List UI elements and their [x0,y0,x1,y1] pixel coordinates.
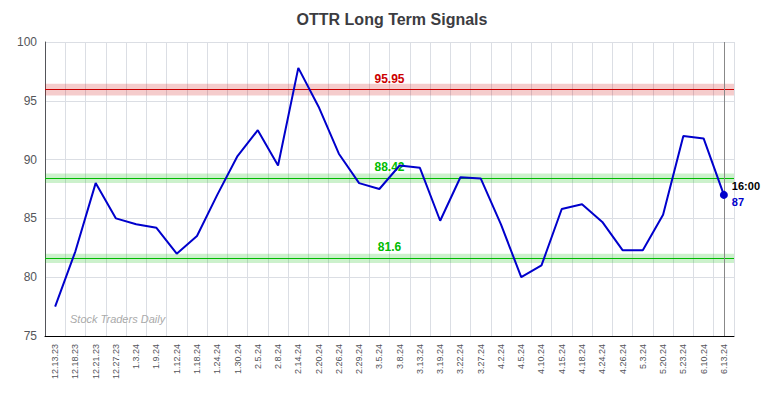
svg-text:95: 95 [24,94,38,108]
svg-text:OTTR Long Term Signals: OTTR Long Term Signals [297,11,488,28]
svg-text:1.9.24: 1.9.24 [151,344,161,369]
svg-text:Stock Traders Daily: Stock Traders Daily [70,313,167,325]
svg-text:90: 90 [24,153,38,167]
svg-text:2.29.24: 2.29.24 [354,344,364,374]
svg-text:85: 85 [24,211,38,225]
svg-text:87: 87 [732,196,744,208]
svg-text:12.18.23: 12.18.23 [70,344,80,379]
svg-text:1.3.24: 1.3.24 [131,344,141,369]
svg-text:81.6: 81.6 [378,240,402,254]
svg-text:6.10.24: 6.10.24 [699,344,709,374]
svg-text:1.12.24: 1.12.24 [172,344,182,374]
svg-text:4.10.24: 4.10.24 [536,344,546,374]
svg-text:2.20.24: 2.20.24 [314,344,324,374]
svg-text:4.2.24: 4.2.24 [496,344,506,369]
svg-text:12.27.23: 12.27.23 [111,344,121,379]
svg-text:4.15.24: 4.15.24 [557,344,567,374]
svg-text:2.5.24: 2.5.24 [253,344,263,369]
svg-text:3.19.24: 3.19.24 [435,344,445,374]
svg-text:4.18.24: 4.18.24 [577,344,587,374]
svg-text:4.24.24: 4.24.24 [597,344,607,374]
svg-text:6.13.24: 6.13.24 [719,344,729,374]
svg-text:1.30.24: 1.30.24 [233,344,243,374]
svg-text:1.24.24: 1.24.24 [212,344,222,374]
svg-text:75: 75 [24,329,38,343]
svg-text:88.42: 88.42 [374,160,404,174]
svg-text:95.95: 95.95 [374,72,404,86]
svg-text:4.5.24: 4.5.24 [516,344,526,369]
svg-text:3.8.24: 3.8.24 [395,344,405,369]
svg-text:2.8.24: 2.8.24 [273,344,283,369]
svg-text:3.27.24: 3.27.24 [476,344,486,374]
svg-text:3.13.24: 3.13.24 [415,344,425,374]
svg-text:3.22.24: 3.22.24 [455,344,465,374]
svg-text:2.26.24: 2.26.24 [334,344,344,374]
svg-text:12.13.23: 12.13.23 [50,344,60,379]
svg-text:100: 100 [17,35,37,49]
svg-text:5.23.24: 5.23.24 [678,344,688,374]
svg-text:16:00: 16:00 [732,180,760,192]
svg-text:2.14.24: 2.14.24 [293,344,303,374]
svg-text:5.20.24: 5.20.24 [658,344,668,374]
svg-text:12.21.23: 12.21.23 [91,344,101,379]
svg-text:5.3.24: 5.3.24 [638,344,648,369]
svg-text:1.18.24: 1.18.24 [192,344,202,374]
svg-text:80: 80 [24,270,38,284]
svg-text:4.26.24: 4.26.24 [618,344,628,374]
svg-text:3.5.24: 3.5.24 [374,344,384,369]
